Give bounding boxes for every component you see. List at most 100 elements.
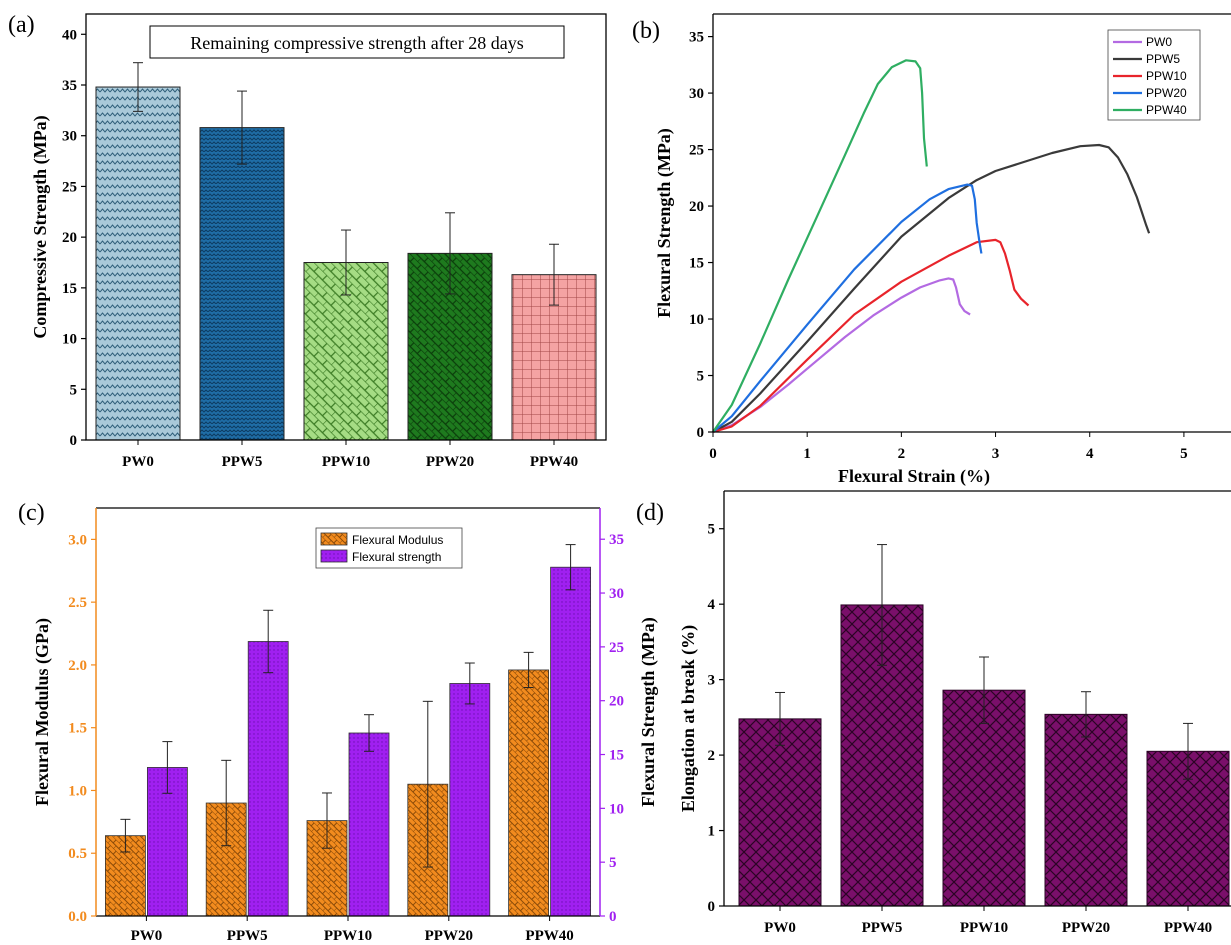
a-ytick-label-5: 25	[62, 179, 77, 195]
c-right-ytick-label-4: 20	[609, 694, 624, 710]
c-right-ytick-label-1: 5	[609, 855, 617, 871]
c-left-ytick-label-5: 2.5	[68, 595, 87, 611]
a-plot-frame	[85, 13, 607, 441]
panel-c-label: (c)	[18, 500, 45, 526]
b-legend-label-PPW20: PPW20	[1146, 86, 1187, 100]
b-line-PPW5	[712, 143, 1151, 433]
a-ytick-label-4: 20	[62, 230, 77, 246]
b-ytick-label-0: 0	[697, 425, 705, 441]
c-legend-label-1: Flexural strength	[352, 550, 441, 564]
d-bar-PPW20	[1044, 713, 1128, 907]
c-xtick-label-PPW10: PPW10	[324, 928, 372, 944]
c-bar-strength-PPW5	[247, 641, 289, 917]
d-xtick-label-PPW10: PPW10	[960, 920, 1008, 936]
b-ytick-label-1: 5	[697, 369, 705, 385]
a-ytick-label-3: 15	[62, 281, 77, 297]
a-xtick-label-PPW5: PPW5	[222, 454, 263, 470]
b-ytick-label-2: 10	[689, 312, 704, 328]
panel-b-label: (b)	[632, 18, 660, 44]
a-ytick-label-6: 30	[62, 129, 77, 145]
d-xtick-label-PW0: PW0	[764, 920, 796, 936]
c-xtick-label-PPW5: PPW5	[227, 928, 268, 944]
d-y-axis-label: Elongation at break (%)	[678, 625, 699, 812]
a-ytick-label-2: 10	[62, 332, 77, 348]
c-legend-label-0: Flexural Modulus	[352, 533, 443, 547]
d-bar-PW0	[738, 718, 822, 907]
panel-b-stress-strain: 0 5 10 15 20 25 30 35 0 1 2 3 4 5 Flexural Strength (M…	[654, 13, 1231, 487]
a-xtick-label-PPW40: PPW40	[530, 454, 578, 470]
c-bar-strength-PPW20	[449, 683, 491, 917]
b-legend-label-PPW10: PPW10	[1146, 69, 1187, 83]
c-left-ytick-label-1: 0.5	[68, 846, 87, 862]
b-ytick-label-7: 35	[689, 30, 704, 46]
c-left-ytick-label-0: 0.0	[68, 909, 87, 925]
b-y-axis-label: Flexural Strength (MPa)	[654, 128, 675, 318]
b-ytick-label-3: 15	[689, 256, 704, 272]
c-legend-swatch-0	[320, 532, 348, 546]
panel-c-flexural-modulus-strength: 0.0 0.5 1.0 1.5 2.0 2.5 3.0 0 5 10 15 20 25 30 35 PW0 PP…	[32, 507, 659, 944]
d-xtick-label-PPW5: PPW5	[862, 920, 903, 936]
b-xtick-label-0: 0	[709, 446, 717, 462]
a-xtick-label-PPW20: PPW20	[426, 454, 474, 470]
panel-d-elongation: 0 1 2 3 4 5 PW0 PPW5 PPW10 PPW20 PPW40 Elongation a…	[678, 490, 1231, 936]
c-bar-strength-PPW40	[550, 566, 591, 917]
a-ytick-label-8: 40	[62, 27, 77, 43]
c-bar-strength-PPW10	[348, 732, 390, 917]
a-ytick-label-1: 5	[70, 382, 78, 398]
b-line-PPW10	[712, 238, 1030, 434]
b-legend-label-PPW5: PPW5	[1146, 52, 1180, 66]
c-left-ytick-label-6: 3.0	[68, 532, 87, 548]
b-xtick-label-4: 4	[1086, 446, 1094, 462]
b-xtick-label-1: 1	[803, 446, 811, 462]
d-ytick-label-1: 1	[708, 824, 716, 840]
b-xtick-label-5: 5	[1180, 446, 1188, 462]
c-left-ytick-label-3: 1.5	[68, 721, 87, 737]
c-right-ytick-label-3: 15	[609, 748, 624, 764]
d-xtick-label-PPW40: PPW40	[1164, 920, 1212, 936]
c-right-ytick-label-7: 35	[609, 532, 624, 548]
d-ytick-label-2: 2	[708, 748, 716, 764]
c-xtick-label-PPW40: PPW40	[525, 928, 573, 944]
a-y-axis-label: Compressive Strength (MPa)	[30, 115, 51, 338]
c-y-axis-label-left: Flexural Modulus (GPa)	[32, 618, 53, 806]
c-left-ytick-label-4: 2.0	[68, 658, 87, 674]
c-xtick-label-PW0: PW0	[131, 928, 163, 944]
d-ytick-label-0: 0	[708, 899, 716, 915]
d-bar-PPW10	[942, 689, 1026, 907]
b-legend-label-PW0: PW0	[1146, 35, 1172, 49]
a-ytick-label-0: 0	[70, 433, 78, 449]
a-ytick-label-7: 35	[62, 78, 77, 94]
b-ytick-label-4: 20	[689, 199, 704, 215]
panel-a-compressive-strength: 0 5 10 15 20 25 30 35 40 PW0 PPW5 PPW10 PPW20 PPW40 Co…	[30, 13, 607, 470]
c-right-ytick-label-5: 25	[609, 640, 624, 656]
b-line-PPW40	[712, 59, 928, 433]
c-y-axis-label-right: Flexural Strength (MPa)	[638, 617, 659, 807]
b-xtick-label-3: 3	[992, 446, 1000, 462]
c-legend-swatch-1	[320, 549, 348, 563]
b-line-PW0	[712, 277, 971, 434]
c-right-ytick-label-6: 30	[609, 586, 624, 602]
panel-d-label: (d)	[636, 500, 664, 526]
d-xtick-label-PPW20: PPW20	[1062, 920, 1110, 936]
b-x-axis-label: Flexural Strain (%)	[838, 466, 990, 487]
b-legend-label-PPW40: PPW40	[1146, 103, 1187, 117]
a-annotation-text: Remaining compressive strength after 28 …	[190, 33, 523, 53]
c-right-ytick-label-2: 10	[609, 801, 624, 817]
c-left-ytick-label-2: 1.0	[68, 783, 87, 799]
a-xtick-label-PW0: PW0	[122, 454, 154, 470]
panel-a-label: (a)	[8, 12, 35, 38]
d-ytick-label-5: 5	[708, 522, 716, 538]
a-xtick-label-PPW10: PPW10	[322, 454, 370, 470]
c-bar-modulus-PPW40	[508, 669, 550, 917]
b-ytick-label-6: 30	[689, 86, 704, 102]
a-annotation-box	[149, 25, 565, 59]
c-right-ytick-label-0: 0	[609, 909, 617, 925]
d-ytick-label-4: 4	[708, 597, 716, 613]
b-line-PPW20	[712, 183, 983, 433]
d-ytick-label-3: 3	[708, 673, 716, 689]
a-bar-PPW5	[199, 127, 285, 441]
b-ytick-label-5: 25	[689, 143, 704, 159]
b-xtick-label-2: 2	[898, 446, 906, 462]
c-xtick-label-PPW20: PPW20	[425, 928, 473, 944]
